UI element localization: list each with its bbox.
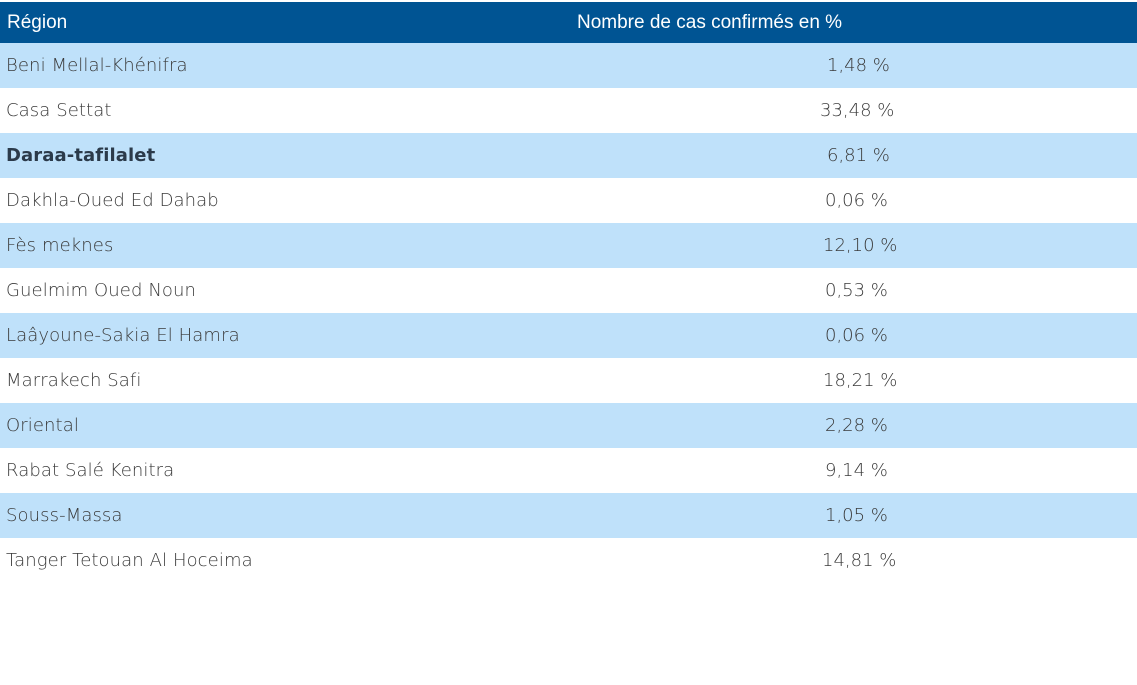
table-row: Rabat Salé Kenitra 9,14 % [0, 448, 1137, 493]
table-row: Dakhla-Oued Ed Dahab 0,06 % [0, 178, 1137, 223]
cases-cell: 0,06 % [825, 325, 888, 346]
cases-cell: 1,48 % [827, 55, 890, 76]
cases-cell: 0,53 % [825, 280, 888, 301]
table-row: Beni Mellal-Khénifra 1,48 % [0, 43, 1137, 88]
cases-cell: 0,06 % [825, 190, 888, 211]
region-cell: Laâyoune-Sakia El Hamra [6, 325, 240, 346]
region-cell: Daraa-tafilalet [6, 145, 156, 166]
table-row: Casa Settat 33,48 % [0, 88, 1137, 133]
table-row: Daraa-tafilalet 6,81 % [0, 133, 1137, 178]
cases-cell: 33,48 % [820, 100, 895, 121]
cases-cell: 14,81 % [822, 550, 897, 571]
cases-cell: 18,21 % [823, 370, 898, 391]
table-row: Oriental 2,28 % [0, 403, 1137, 448]
cases-cell: 9,14 % [825, 460, 888, 481]
region-cell: Dakhla-Oued Ed Dahab [6, 190, 219, 211]
cases-cell: 2,28 % [825, 415, 888, 436]
cases-cell: 1,05 % [825, 505, 888, 526]
table-row: Laâyoune-Sakia El Hamra 0,06 % [0, 313, 1137, 358]
table-row: Souss-Massa 1,05 % [0, 493, 1137, 538]
region-cell: Tanger Tetouan Al Hoceima [6, 550, 253, 571]
region-cell: Souss-Massa [6, 505, 123, 526]
region-cell: Marrakech Safi [6, 370, 142, 391]
table-row: Fès meknes 12,10 % [0, 223, 1137, 268]
cases-cell: 6,81 % [827, 145, 890, 166]
header-region[interactable]: Région [7, 11, 68, 33]
region-cell: Beni Mellal-Khénifra [6, 55, 188, 76]
cases-cell: 12,10 % [823, 235, 898, 256]
region-cell: Guelmim Oued Noun [6, 280, 197, 301]
table-row: Tanger Tetouan Al Hoceima 14,81 % [0, 538, 1137, 583]
region-cell: Rabat Salé Kenitra [6, 460, 175, 481]
table-header: Région Nombre de cas confirmés en % [0, 2, 1137, 43]
table-row: Marrakech Safi 18,21 % [0, 358, 1137, 403]
region-cell: Oriental [6, 415, 79, 436]
region-cell: Casa Settat [6, 100, 112, 121]
table-row: Guelmim Oued Noun 0,53 % [0, 268, 1137, 313]
region-cell: Fès meknes [6, 235, 114, 256]
header-cases[interactable]: Nombre de cas confirmés en % [577, 11, 843, 33]
cases-table: Région Nombre de cas confirmés en % Beni… [0, 2, 1137, 583]
